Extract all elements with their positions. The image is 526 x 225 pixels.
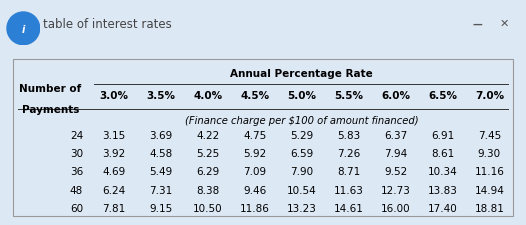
- Text: 5.29: 5.29: [290, 130, 313, 140]
- Text: 3.69: 3.69: [149, 130, 173, 140]
- Text: 4.0%: 4.0%: [194, 91, 222, 101]
- Text: 6.29: 6.29: [196, 167, 219, 177]
- Text: 5.25: 5.25: [196, 148, 219, 158]
- Text: 7.31: 7.31: [149, 185, 173, 195]
- Text: 5.0%: 5.0%: [287, 91, 316, 101]
- Text: ✕: ✕: [499, 19, 509, 29]
- Text: 3.15: 3.15: [103, 130, 126, 140]
- Text: 12.73: 12.73: [381, 185, 410, 195]
- Text: 4.5%: 4.5%: [240, 91, 269, 101]
- Text: 5.49: 5.49: [149, 167, 173, 177]
- Text: 8.61: 8.61: [431, 148, 454, 158]
- Text: 24: 24: [70, 130, 83, 140]
- Text: 8.38: 8.38: [196, 185, 219, 195]
- Text: 7.45: 7.45: [478, 130, 501, 140]
- Text: table of interest rates: table of interest rates: [43, 18, 172, 31]
- Text: 10.34: 10.34: [428, 167, 457, 177]
- Text: 7.81: 7.81: [103, 204, 126, 214]
- Text: 6.24: 6.24: [103, 185, 126, 195]
- Text: 5.83: 5.83: [337, 130, 360, 140]
- Text: 7.09: 7.09: [243, 167, 266, 177]
- Text: 11.63: 11.63: [333, 185, 363, 195]
- Text: 48: 48: [70, 185, 83, 195]
- Text: 9.15: 9.15: [149, 204, 173, 214]
- Text: 11.16: 11.16: [474, 167, 504, 177]
- Text: 4.58: 4.58: [149, 148, 173, 158]
- Text: 4.22: 4.22: [196, 130, 219, 140]
- Circle shape: [7, 13, 39, 45]
- Text: 6.5%: 6.5%: [428, 91, 457, 101]
- Text: 36: 36: [70, 167, 83, 177]
- Text: 4.75: 4.75: [243, 130, 267, 140]
- Text: Annual Percentage Rate: Annual Percentage Rate: [230, 68, 373, 78]
- Text: 6.0%: 6.0%: [381, 91, 410, 101]
- Text: 30: 30: [70, 148, 83, 158]
- Text: 13.23: 13.23: [287, 204, 317, 214]
- Text: 3.0%: 3.0%: [99, 91, 128, 101]
- Text: 4.69: 4.69: [103, 167, 126, 177]
- Text: 8.71: 8.71: [337, 167, 360, 177]
- Text: 10.54: 10.54: [287, 185, 317, 195]
- Text: 3.92: 3.92: [103, 148, 126, 158]
- Text: 5.5%: 5.5%: [334, 91, 363, 101]
- Text: 7.26: 7.26: [337, 148, 360, 158]
- Text: 6.59: 6.59: [290, 148, 313, 158]
- Text: 7.94: 7.94: [384, 148, 407, 158]
- Text: —: —: [473, 19, 482, 29]
- Text: 9.30: 9.30: [478, 148, 501, 158]
- Text: 11.86: 11.86: [240, 204, 270, 214]
- Text: i: i: [22, 25, 25, 35]
- Text: 7.90: 7.90: [290, 167, 313, 177]
- Text: 60: 60: [70, 204, 83, 214]
- Text: 9.46: 9.46: [243, 185, 267, 195]
- Text: 17.40: 17.40: [428, 204, 457, 214]
- Text: 5.92: 5.92: [243, 148, 267, 158]
- Text: (Finance charge per $100 of amount financed): (Finance charge per $100 of amount finan…: [185, 115, 419, 125]
- Text: 13.83: 13.83: [428, 185, 458, 195]
- Text: 6.37: 6.37: [384, 130, 407, 140]
- Text: Payments: Payments: [22, 105, 79, 115]
- Text: 10.50: 10.50: [193, 204, 222, 214]
- Text: 14.94: 14.94: [474, 185, 504, 195]
- Text: 7.0%: 7.0%: [475, 91, 504, 101]
- Text: 6.91: 6.91: [431, 130, 454, 140]
- Text: 18.81: 18.81: [474, 204, 504, 214]
- Text: Number of: Number of: [19, 83, 82, 93]
- Text: 3.5%: 3.5%: [146, 91, 176, 101]
- Text: 16.00: 16.00: [381, 204, 410, 214]
- Text: 9.52: 9.52: [384, 167, 407, 177]
- Text: 14.61: 14.61: [333, 204, 363, 214]
